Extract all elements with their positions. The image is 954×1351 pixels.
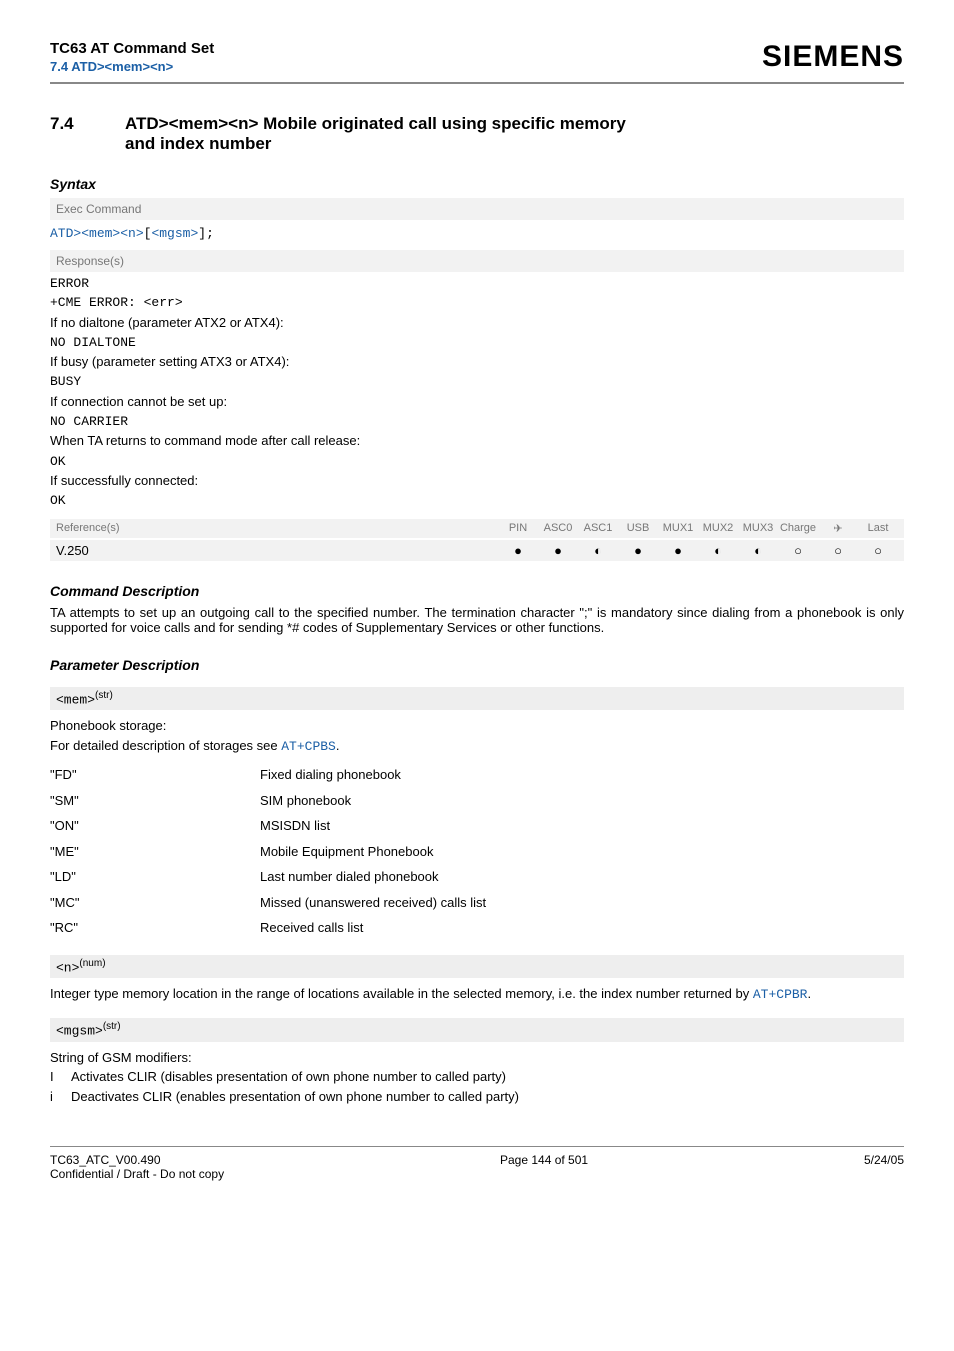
atcpbr-link[interactable]: AT+CPBR	[753, 987, 808, 1002]
section-title: 7.4 ATD><mem><n> Mobile originated call …	[50, 114, 904, 154]
param-mem-intro2: For detailed description of storages see…	[50, 736, 904, 757]
param-mem-type: (str)	[95, 690, 113, 701]
parameter-description-heading: Parameter Description	[50, 657, 904, 673]
mark-asc0: ●	[538, 543, 578, 558]
mark-plane: ○	[818, 543, 858, 558]
table-row: "SM"SIM phonebook	[50, 788, 486, 814]
param-mem-table: "FD"Fixed dialing phonebook "SM"SIM phon…	[50, 762, 486, 941]
reference-value: V.250	[56, 543, 498, 558]
airplane-icon: ✈	[818, 522, 858, 535]
footer-left: TC63_ATC_V00.490 Confidential / Draft - …	[50, 1153, 224, 1181]
resp-nocarrier: NO CARRIER	[50, 412, 904, 432]
doc-title: TC63 AT Command Set	[50, 40, 214, 57]
resp-ok2: OK	[50, 491, 904, 511]
footer-center: Page 144 of 501	[500, 1153, 588, 1181]
param-n-body: Integer type memory location in the rang…	[50, 984, 904, 1005]
responses-label: Response(s)	[50, 250, 904, 272]
param-mgsm-type: (str)	[103, 1021, 121, 1032]
page-header: TC63 AT Command Set 7.4 ATD><mem><n> SIE…	[50, 40, 904, 84]
mark-asc1: ◐	[578, 543, 618, 558]
exec-command: ATD><mem><n>[<mgsm>];	[50, 224, 904, 244]
param-mgsm-box: <mgsm>(str)	[50, 1018, 904, 1041]
table-row: "RC"Received calls list	[50, 915, 486, 941]
atcpbs-link[interactable]: AT+CPBS	[281, 739, 336, 754]
resp-busy: BUSY	[50, 372, 904, 392]
resp-nodialtone: NO DIALTONE	[50, 333, 904, 353]
resp-nocarrier-cond: If connection cannot be set up:	[50, 392, 904, 412]
exec-command-label: Exec Command	[50, 198, 904, 220]
reference-marks: ● ● ◐ ● ● ◐ ◐ ○ ○ ○	[498, 543, 898, 558]
mark-mux2: ◐	[698, 543, 738, 558]
resp-ok2-cond: If successfully connected:	[50, 471, 904, 491]
table-row: "ME"Mobile Equipment Phonebook	[50, 839, 486, 865]
doc-subtitle: 7.4 ATD><mem><n>	[50, 59, 214, 74]
header-left: TC63 AT Command Set 7.4 ATD><mem><n>	[50, 40, 214, 74]
section-number: 7.4	[50, 114, 125, 154]
param-mem-name: <mem>	[56, 692, 95, 707]
resp-ok1: OK	[50, 452, 904, 472]
table-row: "ON"MSISDN list	[50, 813, 486, 839]
param-n-name: <n>	[56, 960, 79, 975]
mark-charge: ○	[778, 543, 818, 558]
resp-ok-cond: When TA returns to command mode after ca…	[50, 431, 904, 451]
page-footer: TC63_ATC_V00.490 Confidential / Draft - …	[50, 1146, 904, 1181]
syntax-heading: Syntax	[50, 176, 904, 192]
param-n-box: <n>(num)	[50, 955, 904, 978]
table-row: "LD"Last number dialed phonebook	[50, 864, 486, 890]
param-mem-intro1: Phonebook storage:	[50, 716, 904, 736]
command-description-heading: Command Description	[50, 583, 904, 599]
resp-busy-cond: If busy (parameter setting ATX3 or ATX4)…	[50, 352, 904, 372]
param-mgsm-name: <mgsm>	[56, 1024, 103, 1039]
param-n-type: (num)	[79, 958, 105, 969]
param-mem-box: <mem>(str)	[50, 687, 904, 710]
mark-usb: ●	[618, 543, 658, 558]
param-mgsm-body: String of GSM modifiers: I Activates CLI…	[50, 1048, 904, 1107]
resp-nodialtone-cond: If no dialtone (parameter ATX2 or ATX4):	[50, 313, 904, 333]
resp-cme: +CME ERROR: <err>	[50, 293, 904, 313]
table-row: "FD"Fixed dialing phonebook	[50, 762, 486, 788]
reference-cols: PIN ASC0 ASC1 USB MUX1 MUX2 MUX3 Charge …	[498, 522, 898, 535]
mark-last: ○	[858, 543, 898, 558]
mark-pin: ●	[498, 543, 538, 558]
mark-mux1: ●	[658, 543, 698, 558]
footer-right: 5/24/05	[864, 1153, 904, 1181]
section-title-text: ATD><mem><n> Mobile originated call usin…	[125, 114, 626, 154]
resp-error: ERROR	[50, 274, 904, 294]
mark-mux3: ◐	[738, 543, 778, 558]
table-row: "MC"Missed (unanswered received) calls l…	[50, 890, 486, 916]
reference-value-row: V.250 ● ● ◐ ● ● ◐ ◐ ○ ○ ○	[50, 540, 904, 561]
reference-label: Reference(s)	[56, 522, 498, 534]
command-description-text: TA attempts to set up an outgoing call t…	[50, 605, 904, 635]
responses-block: ERROR +CME ERROR: <err> If no dialtone (…	[50, 274, 904, 511]
reference-header-row: Reference(s) PIN ASC0 ASC1 USB MUX1 MUX2…	[50, 519, 904, 538]
param-mem-body: Phonebook storage: For detailed descript…	[50, 716, 904, 941]
brand-logo: SIEMENS	[762, 40, 904, 74]
